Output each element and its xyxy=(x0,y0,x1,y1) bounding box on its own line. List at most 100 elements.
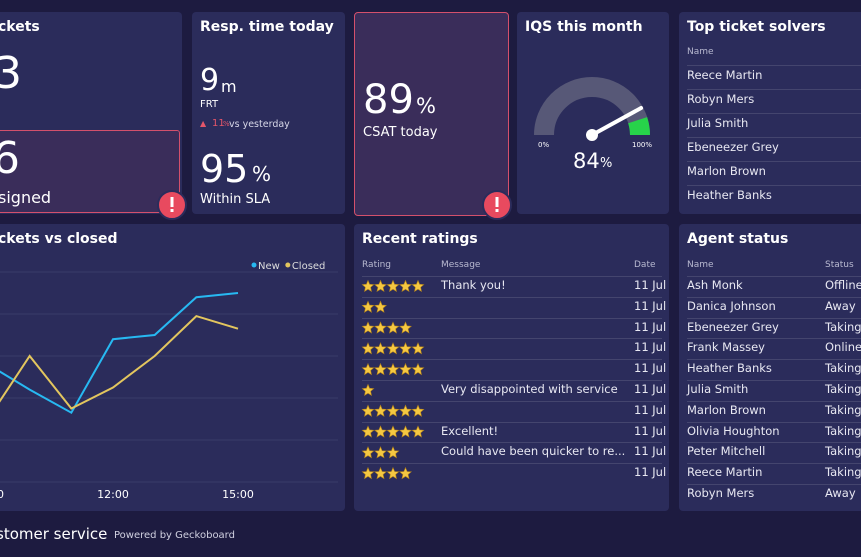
agent-status: Taking xyxy=(825,319,861,334)
rating-message: Thank you! xyxy=(441,278,506,292)
agent-status: Away xyxy=(825,298,856,313)
agent-status: Taking xyxy=(825,465,861,480)
title: Recent ratings xyxy=(362,231,478,247)
x-tick-label: 15:00 xyxy=(222,488,254,501)
solver-name: Julia Smith xyxy=(687,116,749,130)
alert-icon xyxy=(170,197,174,207)
agent-status: Taking xyxy=(825,444,861,459)
agent-status: Taking xyxy=(825,402,861,417)
title: Agent status xyxy=(687,231,789,247)
rating-date: 11 Jul xyxy=(634,361,667,376)
row-separator xyxy=(687,380,861,381)
row-separator xyxy=(687,296,861,298)
legend-swatch xyxy=(285,262,291,268)
row-separator xyxy=(362,380,662,381)
row-separator xyxy=(362,296,662,298)
rating-date: 11 Jul xyxy=(634,402,667,417)
label: Within SLA xyxy=(200,192,271,207)
column-header: Date xyxy=(634,260,656,270)
legend-label: New xyxy=(258,261,280,272)
solver-name: Heather Banks xyxy=(687,188,772,202)
agent-name: Julia Smith xyxy=(687,382,749,396)
agent-name: Reece Martin xyxy=(687,465,763,480)
label: vs yesterday xyxy=(229,119,290,130)
agent-status: Away xyxy=(825,486,856,500)
column-header: Name xyxy=(687,260,714,270)
rating-message: Very disappointed with service xyxy=(441,382,618,396)
agent-status: Taking xyxy=(825,423,861,438)
agent-name: Robyn Mers xyxy=(687,486,755,500)
solver-name: Marlon Brown xyxy=(687,164,766,178)
title: IQS this month xyxy=(525,19,643,35)
star-rating xyxy=(361,362,425,376)
row-separator xyxy=(362,442,662,444)
star-rating xyxy=(361,321,412,334)
agent-name: Frank Massey xyxy=(687,340,765,355)
star-rating xyxy=(361,300,387,313)
title: ckets vs closed xyxy=(0,231,118,247)
solver-name: Robyn Mers xyxy=(687,92,755,106)
title: Resp. time today xyxy=(200,19,334,35)
row-separator xyxy=(362,463,662,465)
row-separator xyxy=(687,400,861,402)
alert-icon xyxy=(170,209,174,212)
row-separator xyxy=(362,317,662,319)
unit: % xyxy=(223,120,230,128)
rating-date: 11 Jul xyxy=(634,278,667,292)
star-rating xyxy=(361,342,425,355)
big-number: 6 xyxy=(0,133,20,184)
rating-date: 11 Jul xyxy=(634,382,667,396)
row-separator xyxy=(687,276,861,277)
star-rating xyxy=(361,279,425,293)
agents-card xyxy=(679,224,861,511)
solver-name: Reece Martin xyxy=(687,68,763,82)
rating-message: Could have been quicker to re... xyxy=(441,444,626,459)
star-rating xyxy=(361,466,412,480)
agent-status: Offline xyxy=(825,278,861,292)
rating-message: Excellent! xyxy=(441,423,499,438)
row-separator xyxy=(687,113,861,114)
big-number: 89 xyxy=(363,77,414,123)
footer-powered: Powered by Geckoboard xyxy=(114,530,235,541)
change: 11 xyxy=(212,118,225,129)
label: signed xyxy=(0,188,52,207)
label: CSAT today xyxy=(363,125,438,140)
unit: % xyxy=(252,162,272,186)
big-number: 95 xyxy=(200,147,249,191)
up-arrow: ▲ xyxy=(200,119,207,128)
legend-swatch xyxy=(251,262,257,268)
star-rating xyxy=(361,446,400,459)
label: FRT xyxy=(200,99,219,110)
gauge-track xyxy=(534,77,650,136)
gauge-green xyxy=(628,117,650,136)
row-separator xyxy=(687,338,861,340)
unit: m xyxy=(221,77,237,96)
row-separator xyxy=(687,185,861,186)
unit: % xyxy=(600,156,613,171)
agent-name: Ebeneezer Grey xyxy=(687,319,779,334)
agent-name: Heather Banks xyxy=(687,361,772,376)
big-number: 9 xyxy=(200,63,220,98)
legend-label: Closed xyxy=(292,261,326,272)
agent-name: Danica Johnson xyxy=(687,298,776,313)
agent-name: Marlon Brown xyxy=(687,402,766,417)
row-separator xyxy=(362,276,662,277)
column-header: Message xyxy=(441,260,481,270)
csat-card xyxy=(354,12,509,216)
row-separator xyxy=(687,317,861,319)
row-separator xyxy=(687,463,861,465)
rating-date: 11 Jul xyxy=(634,423,667,438)
agent-name: Olivia Houghton xyxy=(687,423,780,438)
big-number: 3 xyxy=(0,48,22,99)
agent-status: Taking xyxy=(825,382,861,396)
rating-date: 11 Jul xyxy=(634,465,667,480)
solver-name: Ebeneezer Grey xyxy=(687,140,779,154)
agent-name: Peter Mitchell xyxy=(687,444,766,459)
resp-card xyxy=(192,12,345,214)
gauge-needle xyxy=(590,106,644,137)
alert-icon xyxy=(495,197,499,207)
title: ckets xyxy=(0,19,40,35)
x-tick-label: 0 xyxy=(0,488,4,501)
